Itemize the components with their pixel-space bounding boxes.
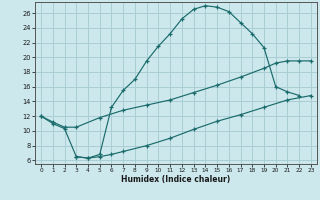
X-axis label: Humidex (Indice chaleur): Humidex (Indice chaleur): [121, 175, 231, 184]
